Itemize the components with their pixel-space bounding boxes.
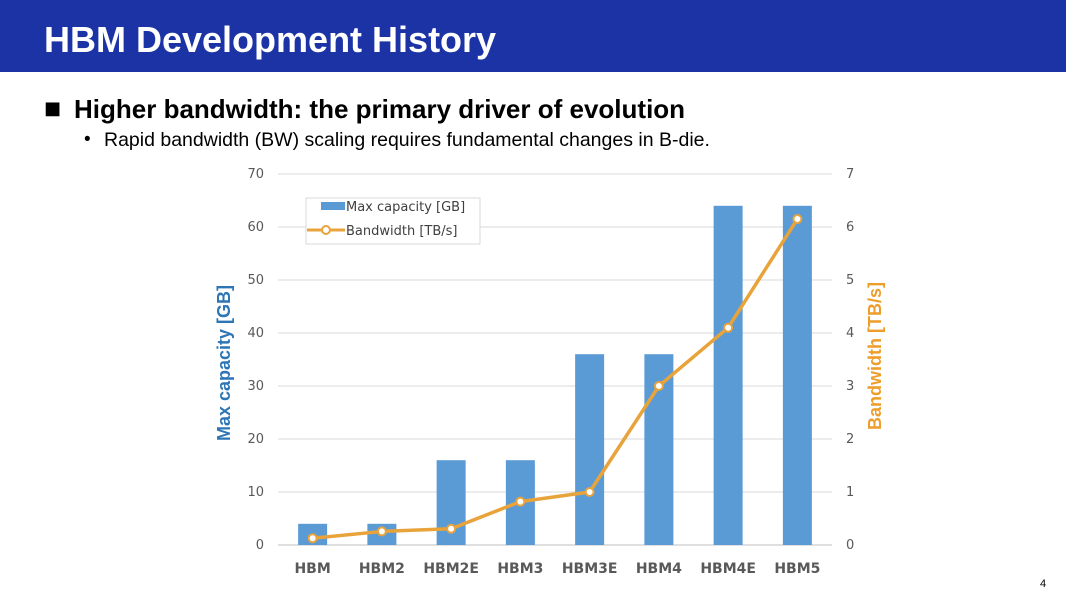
line-point	[792, 214, 803, 225]
y2-tick-label: 4	[846, 326, 854, 341]
y2-tick-label: 6	[846, 220, 854, 235]
y2-tick-label: 1	[846, 485, 854, 500]
line-point	[376, 526, 387, 537]
y-tick-label: 70	[247, 167, 264, 182]
y2-tick-label: 3	[846, 379, 854, 394]
y2-tick-label: 2	[846, 432, 854, 447]
y2-tick-label: 7	[846, 167, 854, 182]
page-number: 4	[1040, 578, 1047, 590]
x-tick-label: HBM2E	[423, 561, 479, 577]
x-tick-label: HBM3	[497, 561, 543, 577]
bar	[713, 205, 743, 546]
legend-line-marker	[321, 225, 331, 235]
y-tick-label: 10	[247, 485, 264, 500]
legend-box	[305, 197, 481, 245]
y-tick-label: 0	[256, 538, 264, 553]
line-point	[515, 496, 526, 507]
y-tick-label: 30	[247, 379, 264, 394]
legend-bar-swatch	[321, 202, 345, 210]
y-tick-label: 50	[247, 273, 264, 288]
x-tick-label: HBM4E	[700, 561, 756, 577]
line-point	[653, 381, 664, 391]
y-tick-label: 20	[247, 432, 264, 447]
x-tick-label: HBM	[294, 561, 330, 577]
x-tick-label: HBM4	[636, 561, 682, 577]
main-bullet-text: Higher bandwidth: the primary driver of …	[74, 94, 686, 124]
slide-header: HBM Development History	[0, 0, 1066, 72]
line-point	[446, 523, 457, 534]
legend-line-label: Bandwidth [TB/s]	[346, 224, 458, 239]
y-axis-title: Max capacity [GB]	[214, 285, 234, 441]
sub-bullet-text: Rapid bandwidth (BW) scaling requires fu…	[104, 129, 710, 151]
y-tick-label: 60	[247, 220, 264, 235]
x-tick-label: HBM3E	[562, 561, 618, 577]
x-tick-label: HBM2	[359, 561, 405, 577]
x-tick-label: HBM5	[774, 561, 820, 577]
line-point	[723, 322, 734, 333]
y2-tick-label: 0	[846, 538, 854, 553]
y2-axis-title: Bandwidth [TB/s]	[865, 282, 885, 430]
square-bullet-icon: ■	[44, 98, 62, 119]
dot-bullet-icon: •	[84, 129, 91, 150]
slide-title: HBM Development History	[44, 19, 497, 60]
legend-bar-label: Max capacity [GB]	[346, 200, 465, 215]
bar	[782, 205, 812, 546]
bar	[575, 354, 605, 545]
y-tick-label: 40	[247, 326, 264, 341]
bandwidth-line	[312, 218, 799, 540]
line-point	[307, 533, 318, 544]
y2-tick-label: 5	[846, 273, 854, 288]
line-point	[584, 487, 595, 497]
